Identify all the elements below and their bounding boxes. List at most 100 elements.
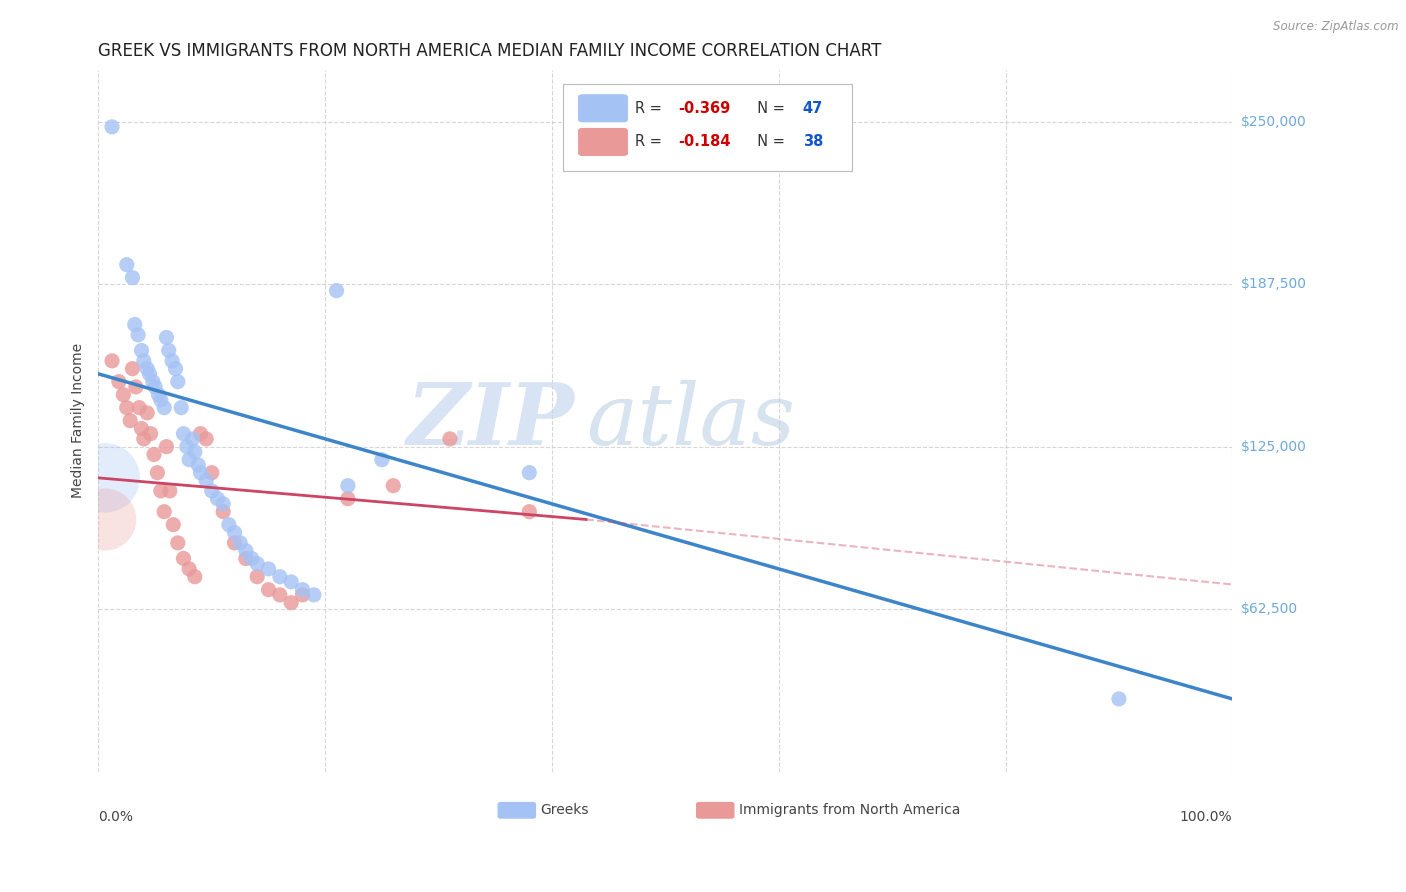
- Point: [291, 588, 314, 602]
- Point: [143, 448, 166, 462]
- Point: [125, 380, 148, 394]
- Point: [201, 483, 224, 498]
- Text: atlas: atlas: [586, 379, 796, 462]
- Point: [246, 570, 269, 584]
- Point: [280, 574, 302, 589]
- Point: [184, 445, 207, 459]
- Point: [94, 512, 117, 526]
- Point: [235, 543, 257, 558]
- Point: [162, 517, 184, 532]
- Point: [179, 562, 201, 576]
- FancyBboxPatch shape: [578, 95, 628, 122]
- Point: [1108, 692, 1130, 706]
- Point: [336, 491, 359, 506]
- Text: R =: R =: [634, 135, 666, 150]
- Text: Source: ZipAtlas.com: Source: ZipAtlas.com: [1274, 20, 1399, 33]
- Text: $187,500: $187,500: [1240, 277, 1306, 291]
- Point: [165, 361, 187, 376]
- Point: [172, 551, 194, 566]
- Text: 38: 38: [803, 135, 823, 150]
- Point: [187, 458, 209, 472]
- Point: [142, 375, 165, 389]
- Point: [302, 588, 325, 602]
- Point: [382, 478, 405, 492]
- Point: [153, 505, 176, 519]
- Point: [179, 452, 201, 467]
- Point: [124, 318, 146, 332]
- Point: [160, 354, 183, 368]
- Point: [136, 361, 159, 376]
- Point: [159, 483, 181, 498]
- Text: Greeks: Greeks: [541, 804, 589, 817]
- Text: N =: N =: [748, 101, 790, 116]
- Text: $250,000: $250,000: [1240, 115, 1306, 128]
- Point: [257, 582, 280, 597]
- Point: [128, 401, 150, 415]
- Point: [195, 432, 218, 446]
- Point: [207, 491, 229, 506]
- Point: [190, 426, 212, 441]
- Point: [229, 536, 252, 550]
- Text: $62,500: $62,500: [1240, 602, 1298, 616]
- Point: [336, 478, 359, 492]
- Point: [155, 330, 177, 344]
- Point: [280, 596, 302, 610]
- Point: [184, 570, 207, 584]
- Point: [155, 440, 177, 454]
- Point: [101, 354, 124, 368]
- Point: [138, 367, 160, 381]
- Point: [235, 551, 257, 566]
- Point: [131, 343, 153, 358]
- Point: [212, 505, 235, 519]
- Point: [131, 421, 153, 435]
- Point: [517, 466, 540, 480]
- FancyBboxPatch shape: [696, 802, 734, 819]
- Point: [120, 414, 142, 428]
- Text: Immigrants from North America: Immigrants from North America: [740, 804, 960, 817]
- Point: [291, 582, 314, 597]
- Text: ZIP: ZIP: [406, 379, 575, 462]
- Point: [224, 536, 246, 550]
- Text: -0.184: -0.184: [678, 135, 730, 150]
- Point: [101, 120, 124, 134]
- Point: [121, 361, 143, 376]
- Point: [143, 380, 166, 394]
- Text: R =: R =: [634, 101, 666, 116]
- Point: [149, 483, 172, 498]
- Text: 100.0%: 100.0%: [1180, 810, 1232, 824]
- Point: [201, 466, 224, 480]
- Point: [115, 401, 138, 415]
- Point: [172, 426, 194, 441]
- Point: [127, 327, 149, 342]
- Point: [166, 536, 188, 550]
- Point: [112, 387, 135, 401]
- Point: [146, 466, 169, 480]
- Point: [224, 525, 246, 540]
- FancyBboxPatch shape: [578, 128, 628, 156]
- Point: [212, 497, 235, 511]
- Point: [170, 401, 193, 415]
- Point: [121, 270, 143, 285]
- Text: GREEK VS IMMIGRANTS FROM NORTH AMERICA MEDIAN FAMILY INCOME CORRELATION CHART: GREEK VS IMMIGRANTS FROM NORTH AMERICA M…: [98, 42, 882, 60]
- Point: [94, 471, 117, 485]
- Point: [132, 432, 155, 446]
- Point: [136, 406, 159, 420]
- Point: [246, 557, 269, 571]
- Point: [157, 343, 180, 358]
- Point: [325, 284, 347, 298]
- Point: [218, 517, 240, 532]
- Point: [108, 375, 131, 389]
- Point: [269, 570, 291, 584]
- Point: [132, 354, 155, 368]
- Point: [181, 432, 204, 446]
- Point: [240, 551, 263, 566]
- Text: 0.0%: 0.0%: [98, 810, 134, 824]
- Point: [371, 452, 394, 467]
- Point: [148, 387, 170, 401]
- Text: -0.369: -0.369: [678, 101, 730, 116]
- Point: [153, 401, 176, 415]
- Point: [195, 474, 218, 488]
- Point: [257, 562, 280, 576]
- Point: [149, 392, 172, 407]
- Point: [115, 258, 138, 272]
